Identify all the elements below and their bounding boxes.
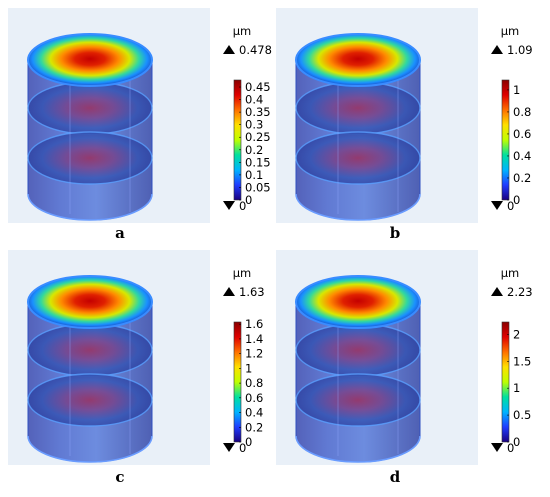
colorbar [501, 321, 510, 443]
colorbar [501, 79, 510, 201]
panel-letter: d [389, 468, 401, 486]
min-triangle-icon [491, 201, 503, 210]
panel-b: 0 0.2 0.4 0.6 0.8 1 µm 1.09 0 [276, 8, 548, 230]
min-triangle-icon [223, 443, 235, 452]
colorbar-tick-label: 0.2 [245, 143, 263, 157]
colorbar-tick-label: 1.5 [513, 354, 531, 368]
panel-d: 0 0.5 1 1.5 2 µm 2.23 0 [276, 250, 548, 472]
colorbar-tick-label: 0 [245, 435, 252, 449]
colorbar-tick-label: 1 [513, 83, 520, 97]
max-value-label: 1.09 [507, 43, 533, 57]
colorbar-tick-label: 0.05 [245, 180, 271, 194]
cylinder-model [27, 275, 153, 463]
colorbar-tick-label: 1.2 [245, 347, 263, 361]
min-triangle-icon [491, 443, 503, 452]
colorbar-tick-label: 0.8 [245, 376, 263, 390]
panel-letter: a [115, 224, 125, 242]
max-value-label: 1.63 [239, 285, 265, 299]
panel-a-plot: 00.050.10.150.20.250.30.350.40.45µm0.478… [8, 8, 272, 223]
min-triangle-icon [223, 201, 235, 210]
colorbar-tick-label: 0.4 [513, 149, 531, 163]
colorbar-tick-label: 0.2 [245, 420, 263, 434]
colorbar-tick-label: 1 [513, 381, 520, 395]
colorbar [233, 79, 242, 201]
min-value-label: 0 [507, 441, 514, 455]
colorbar-tick-label: 0.5 [513, 408, 531, 422]
panel-b-plot: 0 0.2 0.4 0.6 0.8 1 µm 1.09 0 [276, 8, 533, 223]
min-value-label: 0 [239, 199, 246, 213]
colorbar-tick-label: 1 [245, 361, 252, 375]
colorbar-tick-label: 0.4 [245, 93, 263, 107]
min-value-label: 0 [507, 199, 514, 213]
colorbar-tick-label: 0.1 [245, 168, 263, 182]
unit-label: µm [501, 266, 520, 280]
colorbar-tick-label: 0.15 [245, 155, 271, 169]
unit-label: µm [233, 266, 252, 280]
colorbar-tick-label: 0 [513, 435, 520, 449]
colorbar-tick-label: 0 [513, 193, 520, 207]
colorbar-tick-label: 0.45 [245, 80, 271, 94]
unit-label: µm [233, 24, 252, 38]
panel-c: 0 0.2 0.4 0.6 0.8 1 1.2 1.4 1.6 µm 1.63 0 [8, 250, 280, 472]
max-triangle-icon [491, 45, 503, 54]
colorbar-tick-label: 0 [245, 193, 252, 207]
colorbar-tick-label: 1.6 [245, 317, 263, 331]
max-triangle-icon [223, 45, 235, 54]
panel-d-plot: 0 0.5 1 1.5 2 µm 2.23 0 [276, 250, 533, 465]
colorbar-tick-label: 0.3 [245, 118, 263, 132]
colorbar [233, 321, 242, 443]
colorbar-tick-label: 0.35 [245, 105, 271, 119]
colorbar-tick-label: 0.25 [245, 130, 271, 144]
colorbar-tick-label: 0.8 [513, 105, 531, 119]
colorbar-tick-label: 2 [513, 327, 520, 341]
panel-letter: c [115, 468, 125, 486]
max-value-label: 0.478 [239, 43, 272, 57]
unit-label: µm [501, 24, 520, 38]
colorbar-tick-label: 1.4 [245, 332, 263, 346]
cylinder-model [295, 275, 421, 463]
min-value-label: 0 [239, 441, 246, 455]
max-triangle-icon [223, 287, 235, 296]
panel-a: 0 0.05 0.1 0.15 0.2 0.25 0.3 0.35 0.4 0.45 µm 0.478… [8, 8, 280, 230]
colorbar-tick-label: 0.6 [513, 127, 531, 141]
cylinder-model [27, 33, 153, 221]
panel-letter: b [389, 224, 401, 242]
colorbar-tick-label: 0.4 [245, 406, 263, 420]
max-value-label: 2.23 [507, 285, 533, 299]
cylinder-model [295, 33, 421, 221]
colorbar-tick-label: 0.6 [245, 391, 263, 405]
colorbar-tick-label: 0.2 [513, 171, 531, 185]
max-triangle-icon [491, 287, 503, 296]
